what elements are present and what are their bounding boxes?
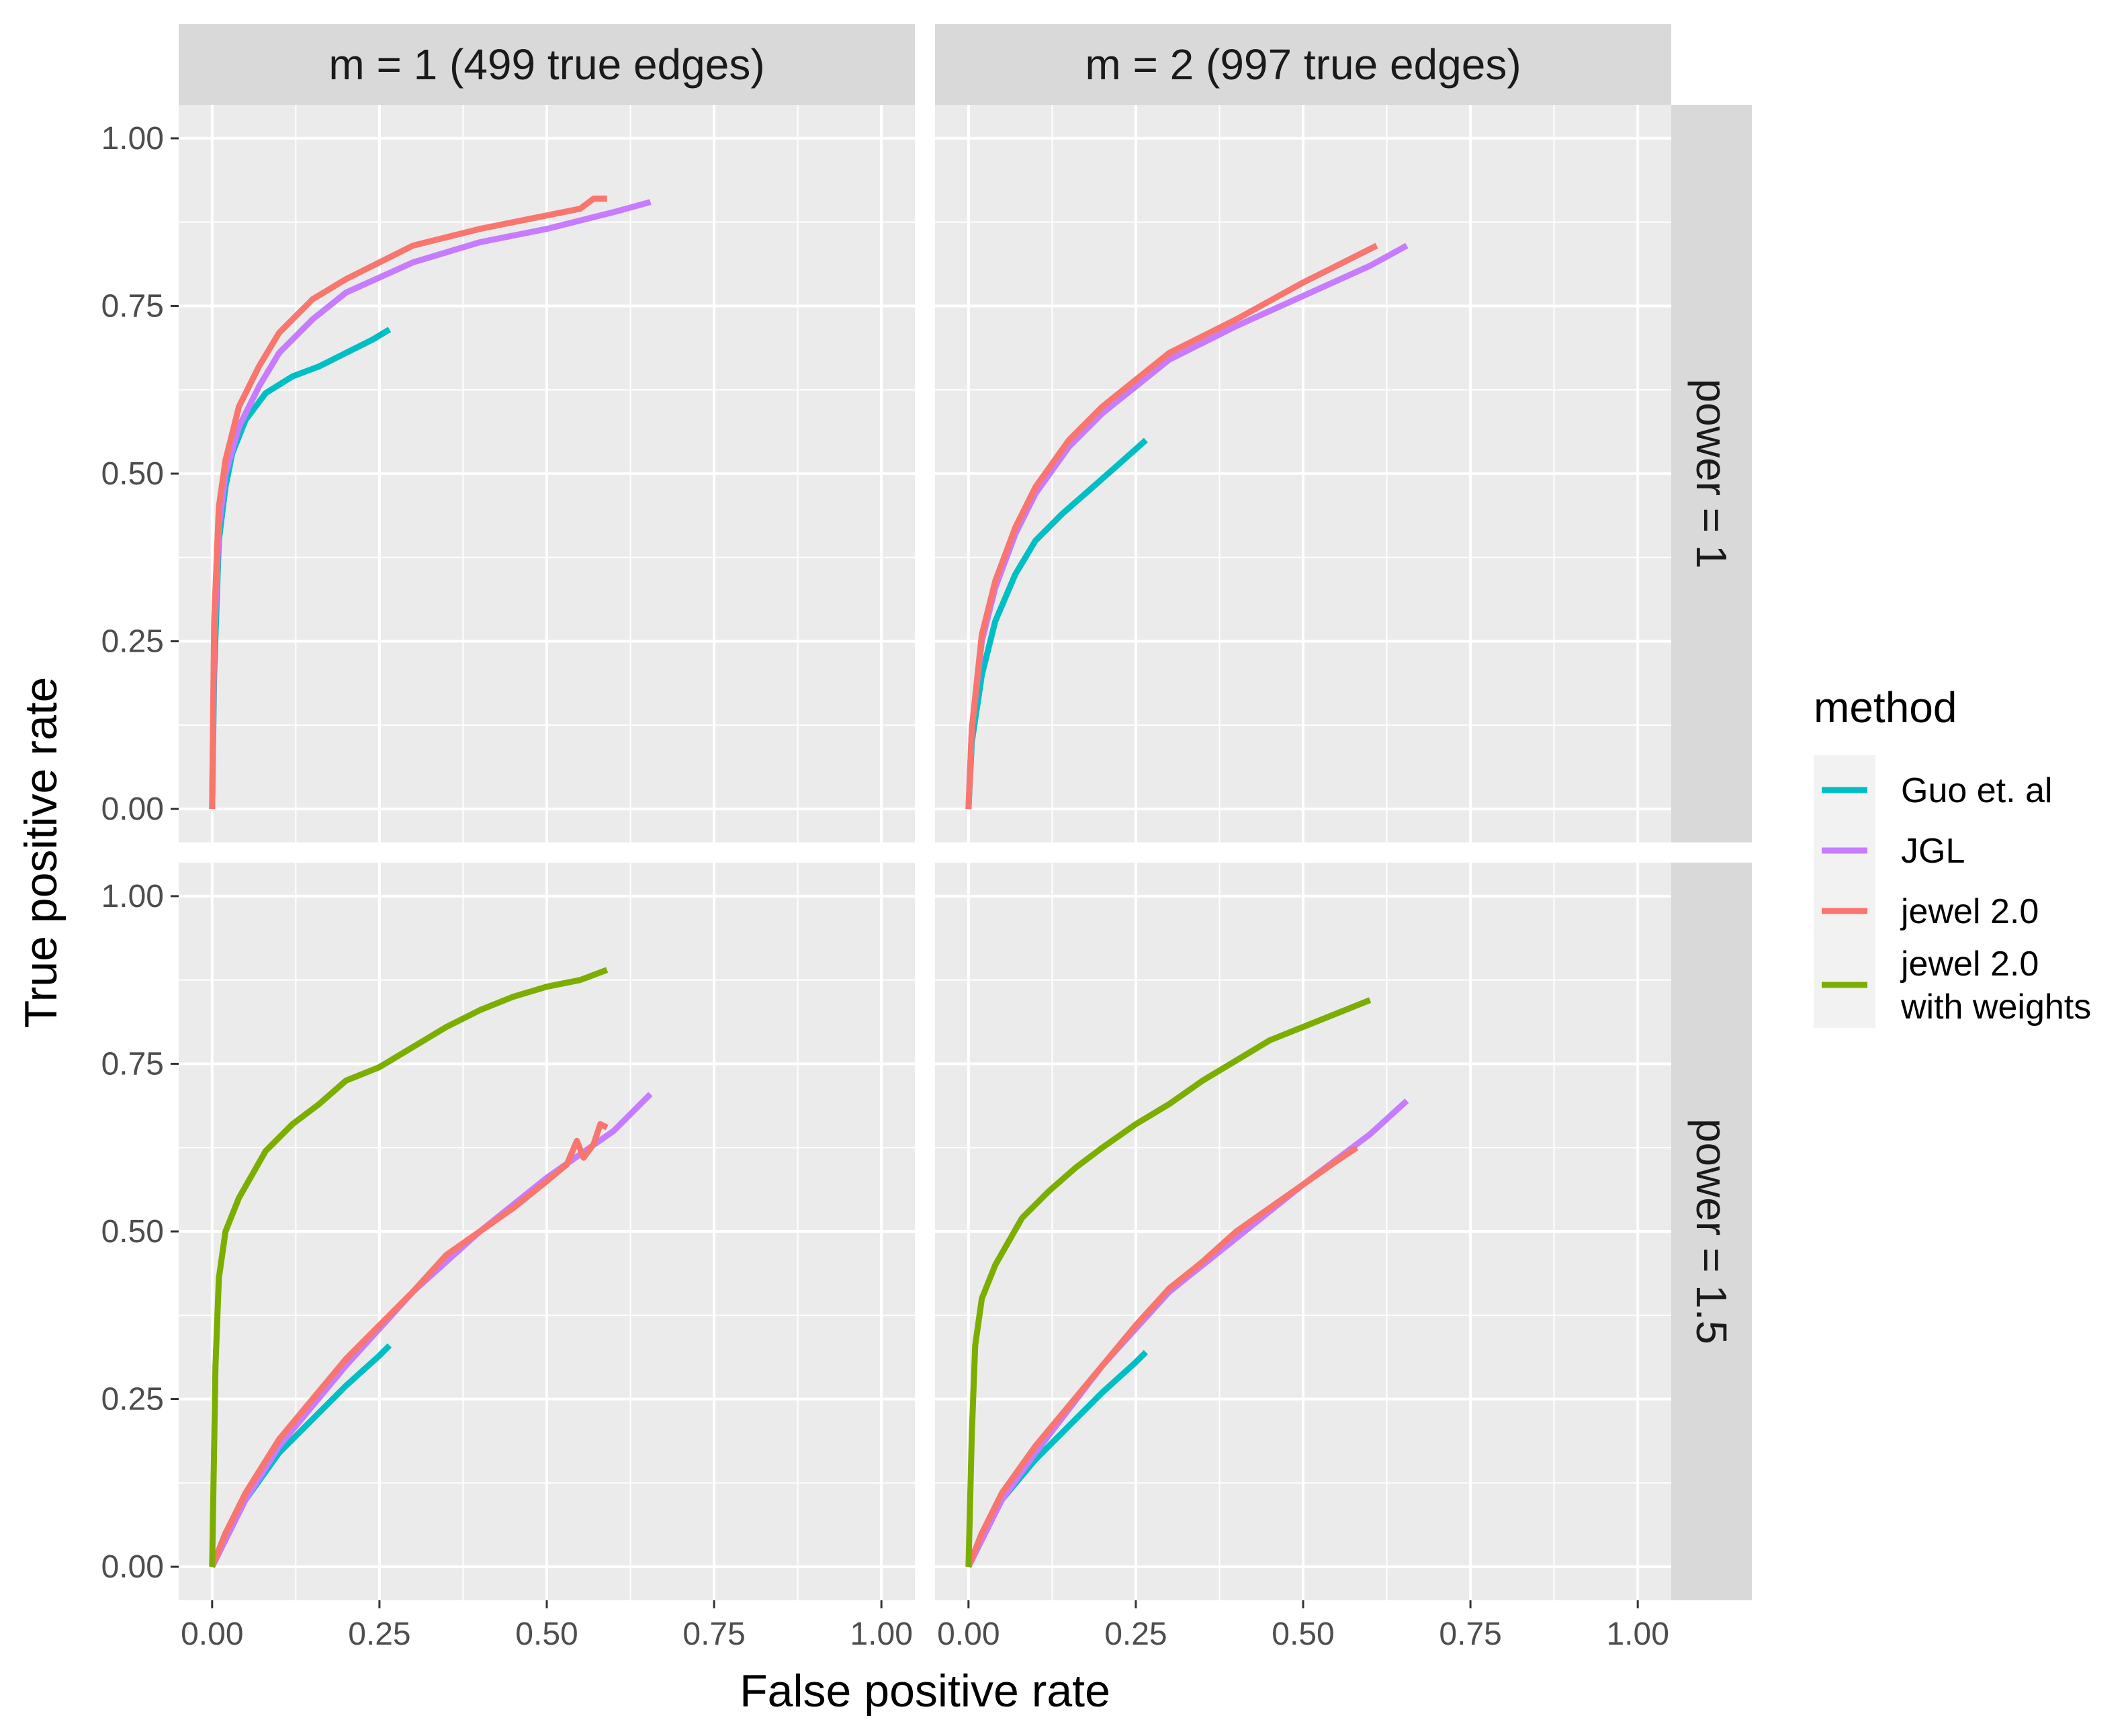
legend: method Guo et. al JGL jewel 2.0 jewel 2.0 wi… (1814, 683, 2091, 1028)
y-tick-label: 1.00 (101, 121, 164, 157)
x-tick-label: 0.00 (937, 1616, 1000, 1652)
y-tick-label: 0.25 (101, 1382, 164, 1418)
x-tick-label: 0.75 (682, 1616, 745, 1652)
x-tick-label: 1.00 (1606, 1616, 1669, 1652)
row-strip-0 (1671, 105, 1752, 842)
series-line-jewel-2-0-r0-c0 (209, 196, 607, 810)
x-axis-title: False positive rate (740, 1665, 1110, 1717)
y-tick-label: 1.00 (101, 879, 164, 914)
y-tick-label: 0.50 (101, 456, 164, 492)
legend-label-jgl: JGL (1901, 832, 1965, 871)
series-lines (209, 196, 1409, 1569)
legend-label-jewel-2-0-with-weights: jewel 2.0 with weights (1900, 945, 2091, 1027)
series-line-jewel-2-0-with-weights-r1-c1 (965, 997, 1372, 1567)
legend-title: method (1814, 683, 1957, 732)
y-tick-label: 0.00 (101, 1549, 164, 1585)
legend-label-jewel-2-0: jewel 2.0 (1900, 892, 2039, 931)
series-line-jewel-2-0-r1-c1 (965, 1145, 1359, 1568)
col-strip-label-1: m = 2 (997 true edges) (1085, 40, 1521, 89)
y-tick-label: 0.75 (101, 288, 164, 324)
y-tick-label: 0.75 (101, 1046, 164, 1082)
series-line-jewel-2-0-with-weights-r1-c0 (209, 967, 609, 1567)
x-tick-label: 0.50 (1272, 1616, 1334, 1652)
col-strip-label-0: m = 1 (499 true edges) (328, 40, 764, 89)
legend-label-guo-et-al: Guo et. al (1901, 771, 2052, 810)
series-line-jewel-2-0-r1-c0 (209, 1121, 609, 1568)
x-tick-label: 0.25 (1104, 1616, 1167, 1652)
y-tick-label: 0.25 (101, 624, 164, 660)
row-strip-label-1: power = 1.5 (1687, 1119, 1736, 1344)
y-axis-title: True positive rate (15, 677, 66, 1029)
x-tick-label: 0.75 (1439, 1616, 1501, 1652)
series-line-jewel-2-0-r0-c1 (965, 243, 1378, 810)
col-strip-0 (179, 24, 915, 105)
y-tick-label: 0.50 (101, 1214, 164, 1250)
axes: 0.00 0.25 0.50 0.75 1.00 0.00 0.25 0.50 0.75 1.00… (101, 121, 1669, 1652)
row-strip-label-0: power = 1 (1687, 379, 1736, 569)
x-tick-label: 0.00 (181, 1616, 243, 1652)
row-strip-1 (1671, 863, 1752, 1600)
x-tick-label: 0.25 (348, 1616, 410, 1652)
x-tick-label: 0.50 (515, 1616, 578, 1652)
col-strip-1 (935, 24, 1671, 105)
x-tick-label: 1.00 (850, 1616, 912, 1652)
y-tick-label: 0.00 (101, 791, 164, 827)
grid-lines (179, 105, 1671, 1600)
